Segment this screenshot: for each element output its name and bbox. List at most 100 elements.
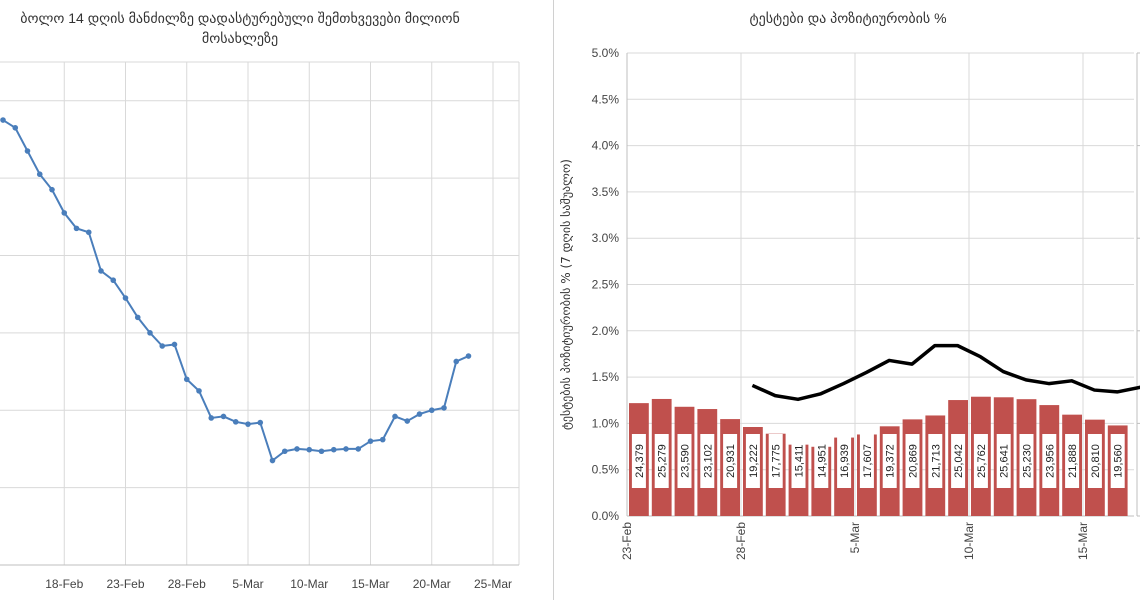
y-tick-label: 1.5%: [592, 370, 620, 384]
bar-data-label: 21,713: [930, 444, 942, 478]
data-point: [367, 438, 374, 444]
left-line-chart: 18-Feb 23-Feb 28-Feb 5-Mar 10-Mar 15-Mar 20-Ma…: [0, 61, 520, 591]
bar-data-label: 14,951: [816, 444, 828, 478]
data-point: [318, 448, 325, 455]
bar-label-box: [768, 434, 783, 488]
data-point: [441, 405, 447, 411]
y-tick-label: 0.5%: [592, 463, 620, 477]
data-point: [147, 330, 153, 336]
bar-data-label: 16,939: [839, 444, 851, 478]
data-point: [453, 358, 460, 365]
left-chart-title-line1: ბოლო 14 დღის მანძილზე დადასტურებული შემთ…: [20, 10, 460, 26]
x-tick-label: 25-Mar: [474, 577, 512, 591]
data-point: [49, 186, 55, 193]
x-tick-label: 5-Mar: [232, 577, 263, 591]
data-point: [245, 421, 251, 427]
data-point: [159, 343, 166, 349]
data-point: [355, 446, 362, 452]
left-chart-title: ბოლო 14 დღის მანძილზე დადასტურებული შემთ…: [0, 8, 520, 48]
series-line: [2, 119, 469, 463]
x-tick-label: 15-Mar: [1076, 522, 1090, 560]
y-tick-label: 4.5%: [592, 92, 620, 106]
y-tick-label: 2.0%: [592, 324, 620, 338]
bar-data-label: 25,230: [1022, 444, 1034, 478]
data-point: [465, 353, 472, 359]
data-point: [24, 148, 31, 154]
data-point: [208, 415, 215, 421]
bar-label-box: [859, 434, 874, 488]
bar-label-box: [723, 434, 738, 488]
data-point: [306, 446, 313, 453]
data-point: [294, 446, 300, 452]
data-point: [379, 436, 386, 443]
bar-data-label: 23,590: [680, 444, 692, 478]
data-point: [196, 388, 202, 394]
y-axis-title: ტესტების პოზიტიურობის % (7 დღის საშუალო): [559, 159, 573, 430]
bar-data-label: 20,810: [1090, 444, 1102, 478]
data-point: [36, 171, 43, 178]
x-tick-label: 23-Feb: [106, 577, 144, 591]
bar-label-box: [677, 434, 692, 488]
bar-data-label: 19,372: [885, 444, 897, 478]
bar-data-label: 17,607: [862, 444, 874, 478]
x-tick-label: 10-Mar: [290, 577, 328, 591]
bar-label-box: [791, 434, 806, 488]
y-tick-label: 4.0%: [592, 139, 620, 153]
data-point: [392, 413, 398, 420]
bar-data-label: 23,102: [702, 444, 714, 478]
bar-label-box: [1087, 434, 1102, 488]
data-point: [257, 419, 264, 426]
data-point: [183, 376, 190, 383]
y-tick-label: 5.0%: [592, 46, 620, 60]
bar-label-box: [1065, 434, 1080, 488]
data-point: [232, 419, 239, 425]
bar-label-box: [631, 434, 646, 488]
bar-label-box: [745, 434, 760, 488]
x-tick-label: 20-Mar: [413, 577, 451, 591]
data-point: [61, 210, 68, 216]
bar-label-box: [837, 434, 852, 488]
right-chart-title: ტესტები და პოზიტიურობის %: [749, 10, 947, 26]
data-point: [281, 448, 288, 455]
y-tick-label: 0.0%: [592, 509, 620, 523]
x-tick-label: 28-Feb: [168, 577, 206, 591]
bar-label-box: [928, 434, 943, 488]
bar-data-label: 25,279: [657, 444, 669, 478]
bar-label-box: [700, 434, 715, 488]
bar-label-box: [882, 434, 897, 488]
data-point: [416, 411, 423, 417]
bar-data-label: 20,869: [908, 444, 920, 478]
y-tick-label: 3.0%: [592, 231, 620, 245]
bar-label-box: [996, 434, 1011, 488]
data-point: [428, 407, 435, 414]
bar-data-label: 21,888: [1067, 444, 1079, 478]
bar-data-label: 23,956: [1044, 444, 1056, 478]
bar-label-box: [951, 434, 966, 488]
data-point: [98, 268, 104, 274]
x-tick-label: 18-Feb: [45, 577, 83, 591]
bar-label-box: [1110, 434, 1125, 488]
bar-label-box: [973, 434, 988, 488]
data-point: [122, 295, 129, 301]
data-point: [85, 229, 92, 236]
bar-data-label: 25,042: [953, 444, 965, 478]
left-chart-panel: ბოლო 14 დღის მანძილზე დადასტურებული შემთ…: [0, 0, 555, 600]
y-tick-label: 3.5%: [592, 185, 620, 199]
data-point: [343, 446, 349, 452]
bar-data-label: 17,775: [771, 444, 783, 478]
bar-label-box: [1019, 434, 1034, 488]
bar-data-label: 20,931: [725, 444, 737, 478]
data-point: [110, 277, 117, 284]
data-point: [0, 117, 6, 123]
y-tick-label: 2.5%: [592, 278, 620, 292]
bar-label-box: [1042, 434, 1057, 488]
right-chart-panel: ტესტები და პოზიტიურობის % 0.0% 0.5% 1.0% 1.…: [556, 0, 1140, 600]
bar-data-label: 25,762: [976, 444, 988, 478]
bar-data-label: 19,560: [1113, 444, 1125, 478]
bar-data-label: 24,379: [634, 444, 646, 478]
bar-label-box: [654, 434, 669, 488]
bar-label-box: [905, 434, 920, 488]
y-tick-label: 1.0%: [592, 416, 620, 430]
x-tick-label: 5-Mar: [848, 522, 862, 553]
x-tick-label: 23-Feb: [620, 522, 634, 560]
